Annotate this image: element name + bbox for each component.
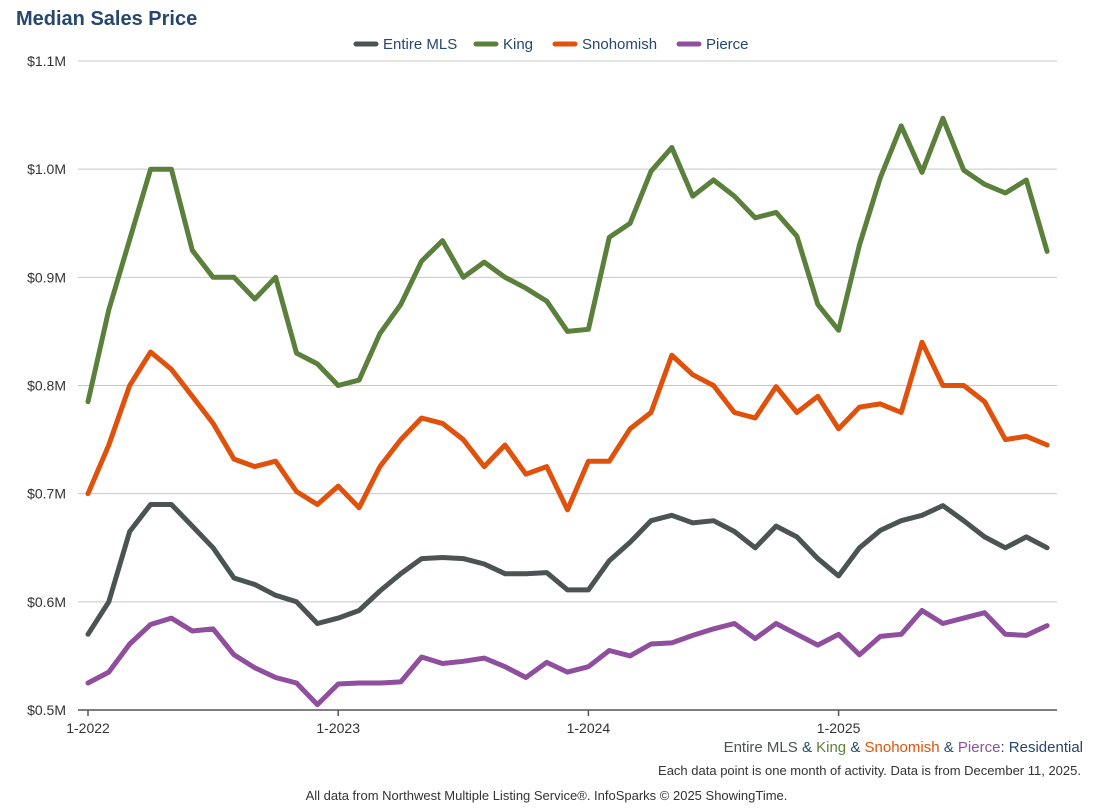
y-tick-label: $0.8M [27,378,66,394]
legend-label: Entire MLS [383,36,457,53]
x-tick-label: 1-2022 [66,720,110,735]
chart-subtitle: Entire MLS & King & Snohomish & Pierce: … [724,739,1083,757]
y-tick-label: $0.5M [27,702,66,718]
subtitle-king: King [816,739,847,756]
y-tick-label: $1.0M [27,161,66,177]
y-tick-label: $0.9M [27,269,66,285]
legend-label: Snohomish [582,36,657,53]
x-axis: 1-2022 1-2023 1-2024 1-2025 [66,710,861,735]
subtitle-entire-mls: Entire MLS [723,739,798,756]
y-tick-label: $0.6M [27,594,66,610]
subtitle-amp: & [801,739,812,756]
series-line-pierce [85,608,1050,708]
subtitle-suffix: : Residential [1000,739,1083,756]
gridlines [78,60,1057,711]
series-line-king [85,115,1050,405]
x-tick-label: 1-2024 [567,720,611,735]
chart: $0.5M $0.6M $0.7M $0.8M $0.9M $1.0M $1.1M 1-20… [27,36,1057,735]
legend: Entire MLS King Snohomish Pierce [353,36,749,53]
chart-title: Median Sales Price [16,8,198,30]
data-note: Each data point is one month of activity… [658,763,1081,778]
x-tick-label: 1-2023 [316,720,360,735]
subtitle-amp: & [850,739,861,756]
series-line-snohomish [85,339,1050,513]
subtitle-snohomish: Snohomish [864,739,940,756]
x-tick-label: 1-2025 [817,720,861,735]
legend-label: Pierce [706,36,749,53]
series-lines [85,115,1050,708]
y-tick-label: $0.7M [27,486,66,502]
footer-credits: All data from Northwest Multiple Listing… [305,788,788,803]
legend-label: King [503,36,533,53]
subtitle-pierce: Pierce [957,739,1001,756]
y-axis: $0.5M $0.6M $0.7M $0.8M $0.9M $1.0M $1.1M [27,53,66,718]
y-tick-label: $1.1M [27,53,66,69]
series-line-entire-mls [85,502,1050,637]
subtitle-amp: & [943,739,954,756]
